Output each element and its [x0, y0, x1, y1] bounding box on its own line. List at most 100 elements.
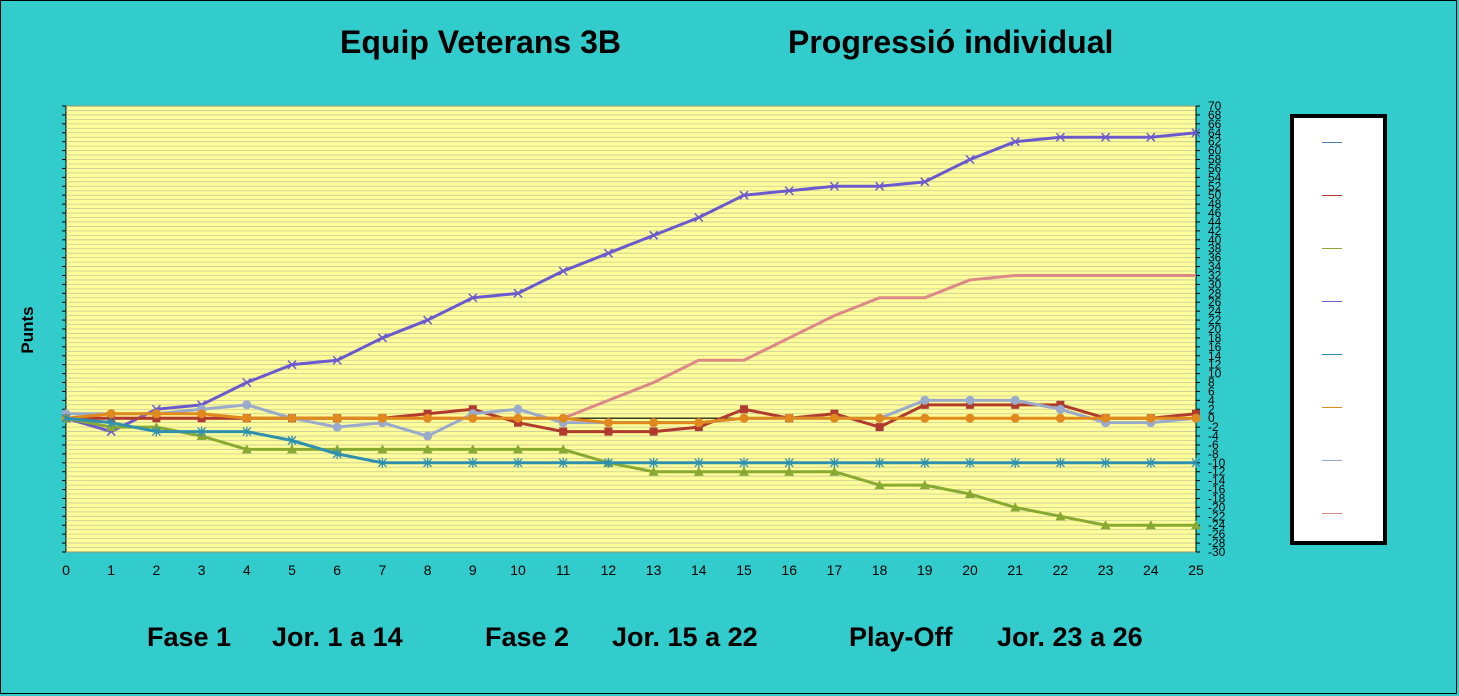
series-point [648, 466, 659, 476]
series-point [468, 293, 478, 303]
series-point [242, 426, 252, 437]
series-point [603, 457, 613, 468]
x-tick-label: 24 [1143, 562, 1159, 578]
y-tick-label: 40 [1208, 233, 1222, 247]
y-tick-label: 26 [1208, 295, 1222, 309]
y-tick-label: 30 [1208, 277, 1222, 291]
y-tick-label: 48 [1208, 197, 1222, 211]
x-tick-label: 0 [62, 562, 70, 578]
series-point [559, 427, 568, 436]
series-point [965, 489, 975, 499]
series-point [1146, 457, 1156, 468]
series-point [874, 480, 885, 490]
series-point [829, 413, 839, 423]
series-point [151, 426, 161, 437]
series-point [1055, 132, 1065, 142]
y-tick-label: -8 [1208, 447, 1219, 461]
series-point [649, 457, 659, 468]
series-point [1055, 404, 1065, 414]
series-point [423, 413, 433, 423]
legend-item [1322, 140, 1382, 146]
series-point [965, 413, 975, 423]
series-point [332, 448, 342, 459]
x-tick-label: 13 [646, 562, 662, 578]
series-point [604, 427, 613, 436]
series-point [332, 413, 342, 423]
y-tick-label: 2 [1208, 402, 1215, 416]
series-point [1191, 520, 1201, 530]
series-point [468, 457, 478, 468]
y-tick-label: -24 [1208, 518, 1226, 532]
y-tick-label: 22 [1208, 313, 1222, 327]
series-point [558, 444, 569, 454]
legend-swatch [1322, 354, 1342, 355]
series-point [513, 413, 523, 423]
x-tick-label: 23 [1098, 562, 1114, 578]
series-point [558, 266, 568, 276]
legend-swatch [1322, 195, 1342, 196]
y-tick-label: 24 [1208, 304, 1222, 318]
y-tick-label: -14 [1208, 474, 1226, 488]
y-tick-label: -12 [1208, 465, 1226, 479]
series-point [829, 457, 839, 468]
footer-fase2: Fase 2 [485, 622, 570, 652]
series-point [739, 413, 749, 423]
series-point [784, 413, 794, 423]
x-tick-label: 19 [917, 562, 933, 578]
series-point [740, 405, 748, 414]
x-tick-label: 7 [379, 562, 387, 578]
series-line [65, 416, 1196, 465]
series-point [829, 181, 839, 191]
y-tick-label: 70 [1208, 99, 1222, 113]
series-point [377, 444, 388, 454]
y-tick-label: 66 [1208, 117, 1222, 131]
y-tick-label: 14 [1208, 349, 1222, 363]
series-point [1055, 457, 1065, 468]
series-point [287, 444, 297, 454]
y-tick-label: -16 [1208, 483, 1226, 497]
y-tick-label: 4 [1208, 393, 1215, 407]
series-point [558, 413, 568, 423]
series-point [603, 418, 613, 428]
legend-item [1322, 352, 1382, 358]
x-tick-label: 21 [1007, 562, 1023, 578]
series-point [920, 413, 930, 423]
series-point [1010, 137, 1020, 147]
series-point [1010, 457, 1020, 468]
x-tick-label: 1 [107, 562, 115, 578]
series-line [65, 412, 1196, 425]
series-point [965, 154, 975, 165]
legend-item [1322, 511, 1382, 517]
series-point [151, 409, 161, 419]
series-point [332, 422, 342, 432]
series-point [920, 177, 930, 187]
y-tick-label: -18 [1208, 491, 1226, 505]
series-point [739, 457, 749, 468]
series-point [422, 444, 433, 454]
series-point [513, 457, 523, 468]
x-tick-label: 18 [872, 562, 888, 578]
y-tick-label: 20 [1208, 322, 1222, 336]
series-point [1146, 132, 1156, 142]
series-point [1010, 395, 1020, 405]
series-point [1101, 413, 1111, 423]
y-tick-label: 12 [1208, 358, 1222, 372]
series-point [920, 457, 930, 468]
y-tick-label: 10 [1208, 367, 1222, 381]
y-tick-label: 32 [1208, 268, 1222, 282]
series-point [829, 466, 840, 476]
series-point [649, 230, 659, 240]
y-tick-label: -4 [1208, 429, 1219, 443]
chart-title-right: Progressió individual [788, 24, 1114, 60]
series-point [784, 186, 794, 196]
x-tick-label: 16 [781, 562, 797, 578]
legend-item [1322, 193, 1382, 199]
legend-swatch [1322, 301, 1342, 302]
series-point [287, 360, 297, 370]
series-point [423, 431, 433, 441]
series-point [513, 288, 523, 298]
series-point [875, 181, 885, 191]
series-point [332, 355, 342, 365]
